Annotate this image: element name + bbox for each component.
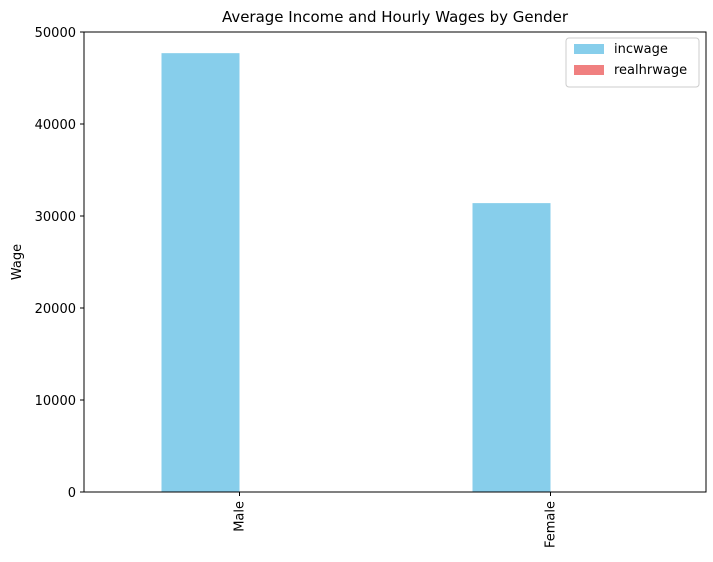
chart-title: Average Income and Hourly Wages by Gende…: [222, 8, 569, 26]
y-tick-label: 40000: [35, 118, 76, 133]
legend-swatch-realhrwage: [574, 65, 604, 75]
y-tick-label: 20000: [35, 302, 76, 317]
legend: incwage realhrwage: [565, 37, 700, 88]
y-tick-label: 30000: [35, 210, 76, 225]
y-tick-label: 50000: [35, 26, 76, 41]
legend-label-realhrwage: realhrwage: [614, 63, 687, 78]
ticks-group: Male Female 0 10000 20000 30000 40000 50000: [35, 26, 559, 548]
y-tick-label: 10000: [35, 394, 76, 409]
x-tick-label: Female: [544, 501, 559, 548]
bar-incwage-male: [161, 53, 240, 492]
y-tick-label: 0: [68, 486, 76, 501]
y-axis-label: Wage: [10, 244, 25, 280]
bar-incwage-female: [472, 203, 551, 492]
plot-frame: [83, 31, 707, 493]
bars-group: [161, 53, 629, 492]
x-tick-label: Male: [233, 501, 248, 532]
legend-swatch-incwage: [574, 44, 604, 54]
legend-label-incwage: incwage: [614, 42, 668, 57]
